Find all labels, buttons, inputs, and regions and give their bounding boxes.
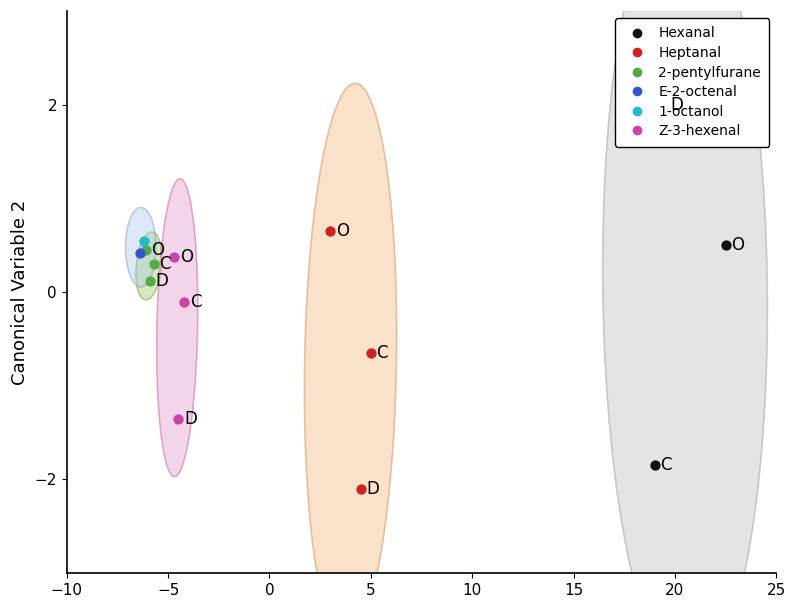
Point (355, 484, 367, 494)
Point (143, 276, 156, 286)
Text: C: C (190, 292, 202, 311)
Y-axis label: Canonical Variable 2: Canonical Variable 2 (11, 200, 29, 385)
Ellipse shape (126, 207, 156, 287)
Point (168, 252, 181, 261)
Ellipse shape (603, 0, 768, 609)
Ellipse shape (135, 232, 162, 300)
Text: D: D (184, 410, 197, 428)
Point (364, 348, 377, 358)
Text: C: C (660, 456, 672, 474)
Text: O: O (151, 241, 164, 259)
Point (324, 227, 336, 236)
Text: C: C (159, 255, 171, 273)
Legend: Hexanal, Heptanal, 2-pentylfurane, E-2-octenal, 1-octanol, Z-3-hexenal: Hexanal, Heptanal, 2-pentylfurane, E-2-o… (615, 18, 769, 147)
Text: O: O (336, 222, 349, 240)
Text: D: D (367, 480, 379, 498)
Point (172, 414, 185, 423)
Text: D: D (670, 96, 683, 114)
Point (147, 259, 160, 269)
Point (133, 248, 146, 258)
Text: D: D (155, 272, 168, 290)
Point (719, 241, 732, 250)
Ellipse shape (157, 178, 198, 477)
Point (137, 236, 150, 245)
Ellipse shape (304, 83, 397, 609)
Text: O: O (732, 236, 744, 255)
Text: O: O (180, 247, 193, 266)
Text: C: C (376, 344, 388, 362)
Point (139, 245, 152, 255)
Point (648, 460, 661, 470)
Point (658, 100, 671, 110)
Point (178, 297, 190, 306)
